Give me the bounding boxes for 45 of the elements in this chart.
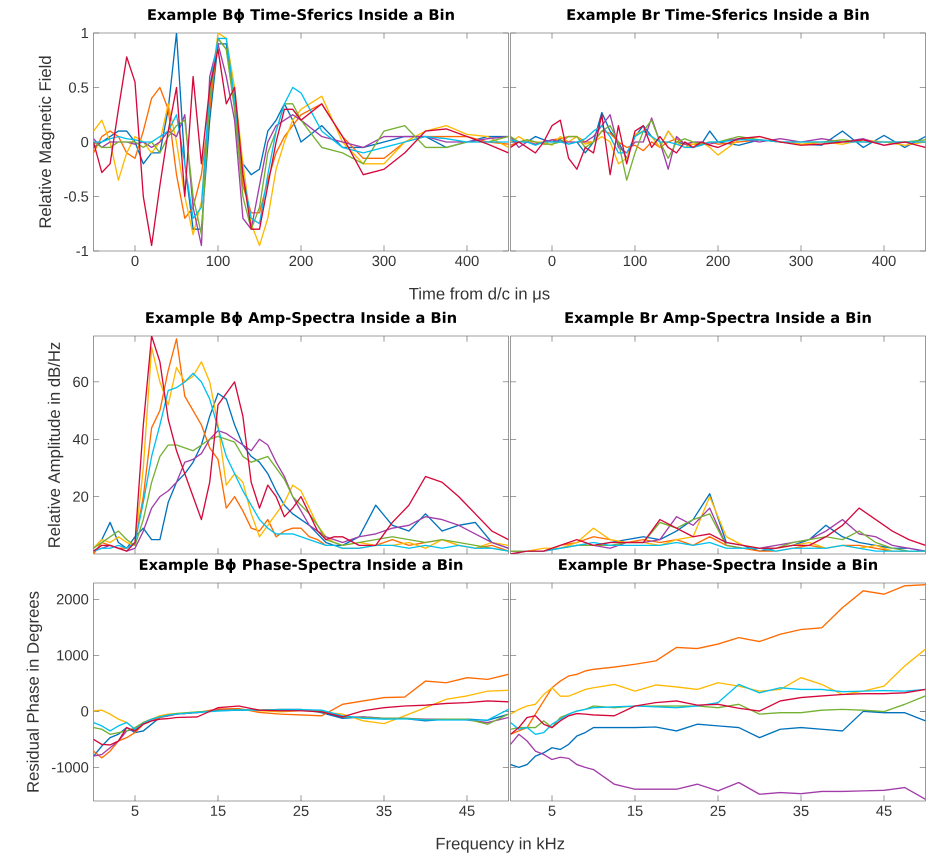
chart-title: Example Bϕ Amp-Spectra Inside a Bin <box>146 312 456 326</box>
y-tick-label: -1 <box>76 246 88 256</box>
y-tick-label: 0 <box>81 136 88 148</box>
chart-title: Example Bϕ Time-Sferics Inside a Bin <box>148 8 454 23</box>
x-tick-label: 45 <box>876 806 892 816</box>
chart-title: Example Br Time-Sferics Inside a Bin <box>568 8 869 23</box>
x-tick-label: 100 <box>206 256 230 266</box>
x-tick-label: 0 <box>548 256 556 266</box>
x-tick-label: 200 <box>706 256 730 266</box>
x-tick-label: 300 <box>372 256 396 266</box>
y-tick-label: 1 <box>82 28 88 38</box>
y-axis-title: Residual Phase in Degrees <box>26 592 42 792</box>
x-tick-label: 35 <box>793 806 809 816</box>
x-tick-label: 400 <box>455 256 479 266</box>
y-tick-label: 1000 <box>57 650 88 660</box>
line-series <box>94 700 508 746</box>
y-tick-label: 2000 <box>56 594 88 604</box>
x-tick-label: 45 <box>459 806 475 816</box>
x-tick-label: 300 <box>789 256 813 266</box>
x-tick-label: 200 <box>290 256 313 266</box>
x-tick-label: 25 <box>710 806 726 816</box>
y-tick-label: 0.5 <box>68 82 88 93</box>
x-tick-label: 100 <box>624 256 647 266</box>
chart-title: Example Bϕ Phase-Spectra Inside a Bin <box>140 558 462 573</box>
x-tick-label: 5 <box>548 806 556 816</box>
y-tick-label: 60 <box>73 376 88 388</box>
y-tick-label: 40 <box>72 434 88 444</box>
y-tick-label: 0 <box>81 706 88 717</box>
x-axis-title: Time from d/c in μs <box>409 287 550 303</box>
x-tick-label: 25 <box>294 806 309 816</box>
x-tick-label: 15 <box>210 806 226 816</box>
y-tick-label: 20 <box>73 491 88 502</box>
y-tick-label: -1000 <box>52 762 88 773</box>
y-tick-label: -0.5 <box>64 191 88 202</box>
y-axis-title: Relative Magnetic Field <box>38 56 54 228</box>
line-series <box>94 674 508 759</box>
y-axis-title: Relative Amplitude in dB/Hz <box>48 342 64 547</box>
x-tick-label: 0 <box>131 256 138 266</box>
x-axis-title: Frequency in kHz <box>436 837 564 853</box>
chart-title: Example Br Amp-Spectra Inside a Bin <box>565 312 871 326</box>
x-tick-label: 35 <box>376 806 392 816</box>
chart-title: Example Br Phase-Spectra Inside a Bin <box>559 558 878 573</box>
x-tick-label: 400 <box>872 256 896 266</box>
x-tick-label: 5 <box>132 806 138 816</box>
x-tick-label: 15 <box>628 806 643 816</box>
